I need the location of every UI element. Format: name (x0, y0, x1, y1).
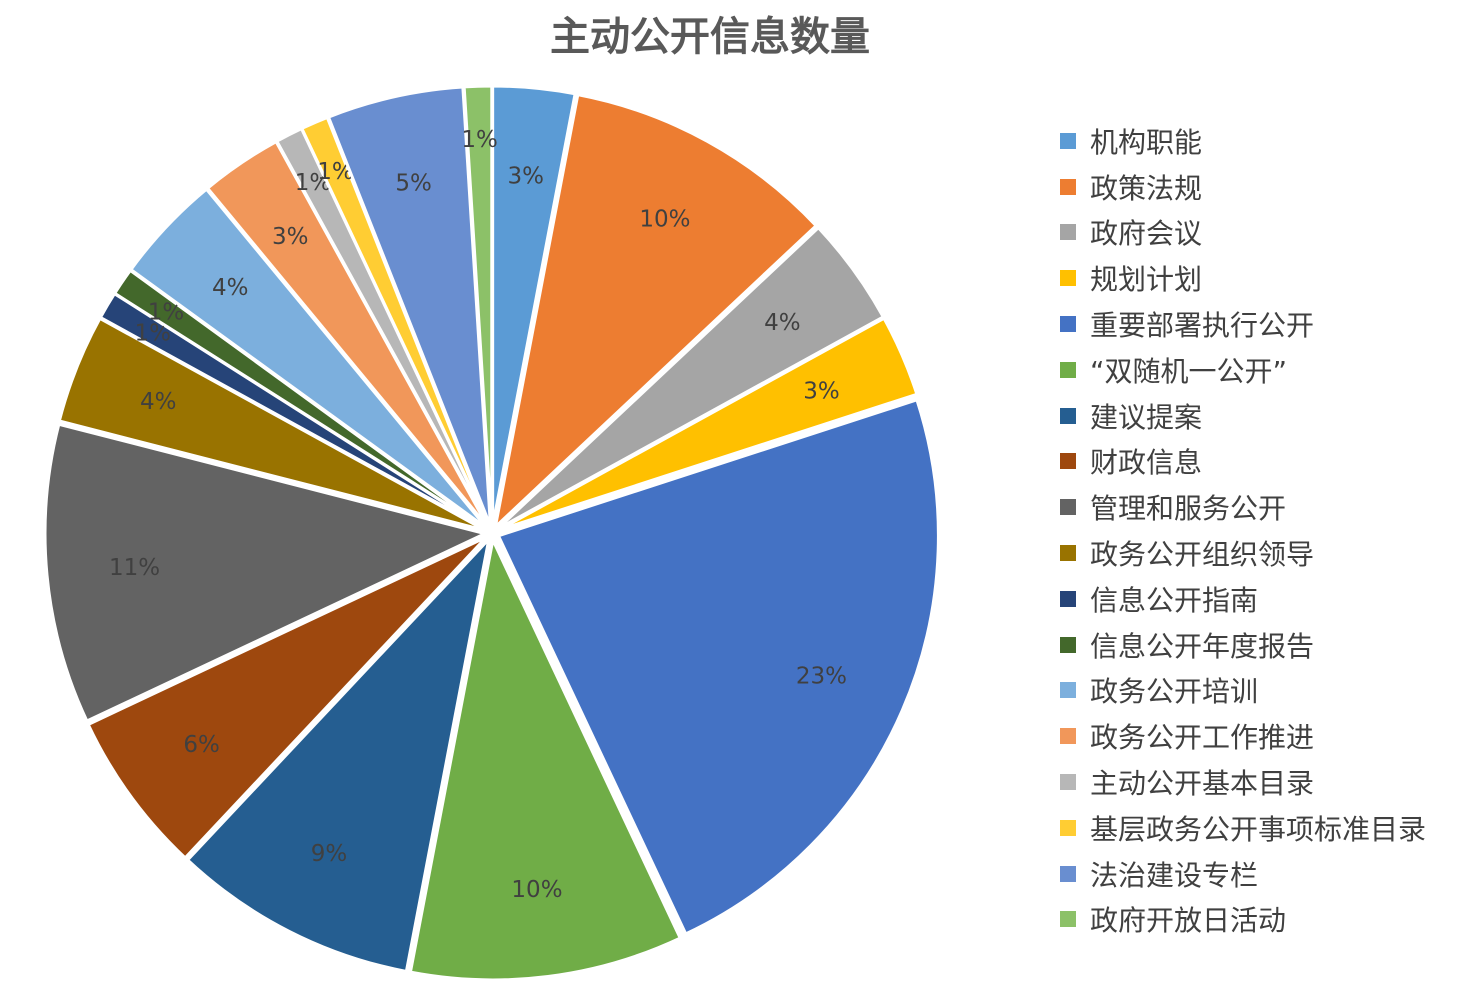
legend-label: 规划计划 (1090, 263, 1203, 297)
data-label: 5% (395, 171, 432, 197)
legend-item: 机构职能 (1060, 118, 1426, 164)
legend-label: 政务公开培训 (1090, 675, 1259, 709)
legend-swatch (1060, 545, 1076, 562)
legend-swatch (1060, 590, 1076, 607)
legend-item: 政府开放日活动 (1060, 897, 1426, 943)
legend-item: 建议提案 (1060, 393, 1426, 439)
legend-swatch (1060, 270, 1076, 287)
legend-swatch (1060, 453, 1076, 470)
legend-item: 法治建设专栏 (1060, 851, 1426, 897)
legend-label: 信息公开年度报告 (1090, 629, 1315, 663)
data-label: 23% (796, 664, 847, 690)
data-label: 4% (140, 389, 177, 415)
legend-item: 政务公开工作推进 (1060, 713, 1426, 759)
legend-label: 政务公开工作推进 (1090, 721, 1315, 755)
legend-label: 建议提案 (1090, 400, 1203, 434)
legend-label: 主动公开基本目录 (1090, 767, 1315, 801)
pie-slice (86, 535, 488, 860)
legend-label: 法治建设专栏 (1090, 858, 1259, 892)
data-label: 4% (212, 275, 249, 301)
pie-slice (462, 84, 494, 527)
legend-item: “双随机一公开” (1060, 347, 1426, 393)
legend-item: 政务公开培训 (1060, 668, 1426, 714)
data-label: 4% (764, 310, 801, 336)
legend-swatch (1060, 407, 1076, 424)
pie-slice (185, 534, 492, 974)
chart-title: 主动公开信息数量 (550, 13, 870, 60)
data-label: 11% (109, 555, 160, 581)
legend-label: 信息公开指南 (1090, 583, 1259, 617)
pie-slice (496, 397, 940, 936)
legend-swatch (1060, 224, 1076, 241)
data-label: 3% (508, 164, 545, 190)
legend-item: 信息公开指南 (1060, 576, 1426, 622)
legend-label: 政务公开组织领导 (1090, 538, 1315, 572)
legend-swatch (1060, 361, 1076, 378)
legend-label: 政策法规 (1090, 171, 1203, 205)
data-label: 3% (272, 224, 309, 250)
data-label: 10% (511, 877, 562, 903)
pie-slice (497, 316, 919, 532)
legend-item: 财政信息 (1060, 439, 1426, 485)
pie-slice (493, 92, 819, 532)
legend-swatch (1060, 132, 1076, 149)
legend-label: 重要部署执行公开 (1090, 309, 1315, 343)
data-label: 3% (803, 378, 840, 404)
legend-swatch (1060, 911, 1076, 928)
legend-item: 政策法规 (1060, 164, 1426, 210)
legend-label: 管理和服务公开 (1090, 492, 1287, 526)
pie-chart: 3%10%4%3%23%10%9%6%11%4%1%1%4%3%1%1% 5%1% (43, 84, 940, 982)
legend-item: 信息公开年度报告 (1060, 622, 1426, 668)
legend-swatch (1060, 819, 1076, 836)
legend-label: 政府会议 (1090, 217, 1203, 251)
legend-swatch (1060, 865, 1076, 882)
legend-label: 政府开放日活动 (1090, 904, 1287, 938)
legend-swatch (1060, 178, 1076, 195)
legend-swatch (1060, 316, 1076, 333)
data-label: 1% (461, 127, 498, 153)
data-label: 9% (311, 841, 348, 867)
pie-slice (43, 422, 490, 723)
legend-item: 主动公开基本目录 (1060, 759, 1426, 805)
legend-swatch (1060, 728, 1076, 745)
pie-slice (128, 187, 489, 530)
legend-item: 规划计划 (1060, 255, 1426, 301)
legend-swatch (1060, 682, 1076, 699)
legend-label: 财政信息 (1090, 446, 1203, 480)
pie-slice (408, 535, 683, 982)
legend-item: 政务公开组织领导 (1060, 530, 1426, 576)
legend-item: 基层政务公开事项标准目录 (1060, 805, 1426, 851)
legend-label: “双随机一公开” (1090, 354, 1288, 388)
legend-item: 政府会议 (1060, 210, 1426, 256)
legend-item: 管理和服务公开 (1060, 484, 1426, 530)
legend-label: 基层政务公开事项标准目录 (1090, 812, 1427, 846)
legend-swatch (1060, 774, 1076, 791)
legend: 机构职能政策法规政府会议规划计划重要部署执行公开 “双随机一公开” 建议提案财政信息… (1060, 118, 1426, 942)
legend-swatch (1060, 636, 1076, 653)
data-label: 10% (639, 206, 690, 232)
legend-label: 机构职能 (1090, 125, 1203, 159)
legend-item: 重要部署执行公开 (1060, 301, 1426, 347)
legend-swatch (1060, 499, 1076, 516)
data-label: 6% (183, 732, 220, 758)
pie-slice (496, 225, 886, 531)
